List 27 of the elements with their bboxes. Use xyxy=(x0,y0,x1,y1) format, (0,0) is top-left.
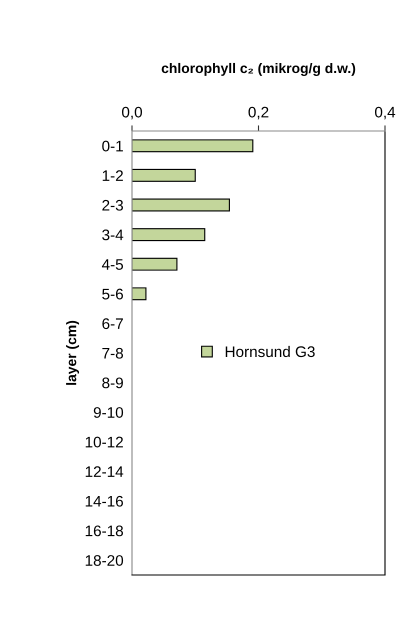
y-tick-label: 14-16 xyxy=(86,496,123,507)
y-tick-label: 0-1 xyxy=(102,140,123,152)
bar xyxy=(132,287,146,300)
y-tick-label: 16-18 xyxy=(86,525,124,536)
bar xyxy=(132,198,230,212)
x-tick-label: 0,0 xyxy=(122,106,142,120)
bar xyxy=(132,228,206,242)
y-tick-label: 5-6 xyxy=(102,288,123,300)
y-tick-label: 3-4 xyxy=(102,229,124,240)
y-tick-label: 18-20 xyxy=(86,555,124,566)
y-tick-label: 1-2 xyxy=(102,170,123,181)
bar xyxy=(132,168,196,182)
bar xyxy=(132,258,178,271)
x-tick-label: 0,2 xyxy=(248,106,268,120)
y-axis-title: layer (cm) xyxy=(66,320,80,385)
y-tick-label: 4-5 xyxy=(102,259,124,270)
legend-label: Hornsund G3 xyxy=(226,346,315,358)
y-tick-label: 2-3 xyxy=(102,200,123,211)
y-tick-label: 6-7 xyxy=(102,318,123,330)
bar xyxy=(132,139,254,152)
y-tick-label: 12-14 xyxy=(86,466,124,477)
x-axis-title: chlorophyll c₂ (mikrog/g d.w.) xyxy=(162,62,356,76)
y-tick-label: 8-9 xyxy=(102,377,123,388)
y-tick-label: 10-12 xyxy=(86,436,123,448)
y-tick-label: 9-10 xyxy=(94,407,124,418)
y-tick-label: 7-8 xyxy=(102,348,124,359)
x-tick-label: 0,4 xyxy=(374,106,396,120)
